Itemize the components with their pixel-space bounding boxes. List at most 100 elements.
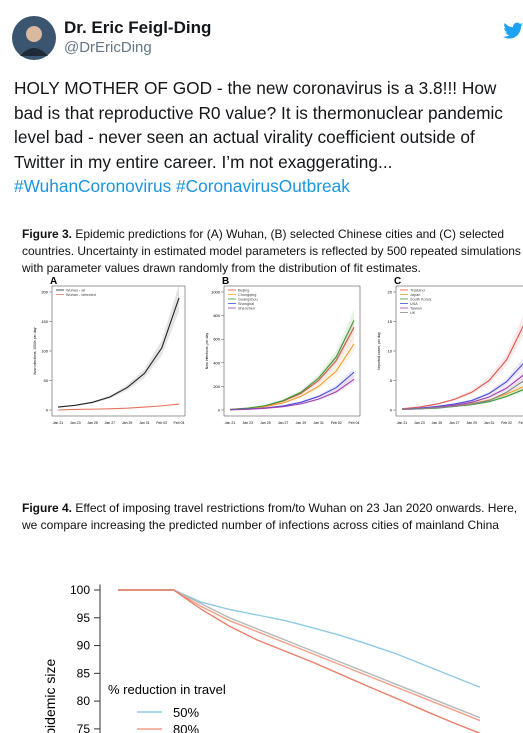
avatar[interactable] <box>12 16 56 60</box>
x-tick-label: Jan 21 <box>397 421 408 425</box>
x-tick-label: Jan 27 <box>278 421 289 425</box>
tweet-body: HOLY MOTHER OF GOD - the new coronavirus… <box>14 78 503 172</box>
y-tick-label: 50 <box>44 378 49 383</box>
plot-frame <box>51 285 186 417</box>
author-name[interactable]: Dr. Eric Feigl-Ding <box>64 18 212 37</box>
legend-title: % reduction in travel <box>108 682 226 697</box>
series-line <box>57 403 180 411</box>
x-tick-label: Jan 25 <box>432 421 443 425</box>
y-tick-label: 20 <box>388 290 393 295</box>
legend-label: Shanghai <box>238 302 254 306</box>
caption-text: Epidemic predictions for (A) Wuhan, (B) … <box>22 227 521 275</box>
x-tick-label: Jan 21 <box>53 421 64 425</box>
x-tick-label: Jan 23 <box>414 421 425 425</box>
x-tick-label: Jan 23 <box>70 421 81 425</box>
plot-frame <box>223 285 361 417</box>
legend-label: Thailand <box>410 289 425 293</box>
series-band <box>230 309 354 410</box>
figure-label: Figure 3. <box>22 227 73 241</box>
series-line <box>229 320 355 410</box>
series-line <box>401 363 523 410</box>
series-band <box>230 317 354 410</box>
y-tick-label: 200 <box>213 384 220 389</box>
series-line <box>401 380 523 410</box>
series-line <box>229 378 355 411</box>
y-tick-label: 80 <box>77 694 91 708</box>
y-tick-label: 100 <box>41 349 48 354</box>
y-tick-label: 150 <box>41 319 48 324</box>
y-tick-label: 85 <box>77 666 91 680</box>
x-tick-label: Jan 21 <box>225 421 236 425</box>
x-tick-label: Jan 27 <box>449 421 460 425</box>
figure-label: Figure 4. <box>22 501 73 515</box>
panel-letter: C <box>394 276 401 287</box>
legend-label: Taiwan <box>410 307 422 311</box>
legend-label: Beijing <box>238 289 249 293</box>
series-band <box>402 371 523 410</box>
y-tick-label: 800 <box>213 313 220 318</box>
y-tick-label: 600 <box>213 337 220 342</box>
y-axis-label: epidemic size <box>42 658 58 733</box>
y-axis-label: Imported cases, per day <box>377 332 381 370</box>
x-tick-label: Feb 02 <box>156 421 167 425</box>
x-tick-label: Jan 31 <box>139 421 150 425</box>
x-tick-label: Feb 04 <box>349 421 360 425</box>
y-tick-label: 0 <box>46 408 49 413</box>
y-tick-label: 5 <box>390 378 393 383</box>
legend-label: Wuhan - all <box>66 289 85 293</box>
x-tick-label: Jan 27 <box>105 421 116 425</box>
legend-label: 80% <box>173 722 199 733</box>
y-tick-label: 0 <box>218 408 221 413</box>
y-tick-label: 10 <box>388 349 393 354</box>
series-line <box>57 297 180 408</box>
series-line <box>118 589 481 733</box>
x-tick-label: Feb 04 <box>174 421 185 425</box>
series-line <box>118 589 481 719</box>
y-tick-label: 95 <box>77 611 91 625</box>
figure-caption: Figure 3. Epidemic predictions for (A) W… <box>22 226 522 277</box>
panel-letter: A <box>50 276 57 287</box>
y-tick-label: 15 <box>388 319 393 324</box>
y-tick-label: 90 <box>77 639 91 653</box>
legend-label: Guangzhou <box>238 298 258 302</box>
figure-caption: Figure 4. Effect of imposing travel rest… <box>22 500 522 534</box>
tweet-text: HOLY MOTHER OF GOD - the new coronavirus… <box>14 76 523 199</box>
x-tick-label: Jan 29 <box>466 421 477 425</box>
author-handle[interactable]: @DrEricDing <box>64 39 152 56</box>
legend-label: Japan <box>410 293 420 297</box>
y-tick-label: 100 <box>70 583 90 597</box>
legend-label: UK <box>410 311 416 315</box>
series-line <box>118 589 481 722</box>
legend-label: USA <box>410 302 418 306</box>
legend-label: Shenzhen <box>238 307 255 311</box>
y-tick-label: 0 <box>390 408 393 413</box>
y-axis-label: New infections, 1000s per day <box>33 327 37 374</box>
hashtag[interactable]: #WuhanCoronovirus <box>14 176 172 196</box>
x-tick-label: Jan 31 <box>313 421 324 425</box>
twitter-logo[interactable] <box>503 22 523 40</box>
x-tick-label: Jan 25 <box>260 421 271 425</box>
x-tick-label: Jan 25 <box>87 421 98 425</box>
x-tick-label: Jan 29 <box>296 421 307 425</box>
legend-label: Wuhan - detected <box>66 293 96 297</box>
x-tick-label: Feb 02 <box>501 421 512 425</box>
x-tick-label: Jan 23 <box>242 421 253 425</box>
series-line <box>401 325 523 410</box>
y-tick-label: 200 <box>41 290 48 295</box>
series-line <box>118 589 481 688</box>
legend-label: South Korea <box>410 298 432 302</box>
y-tick-label: 400 <box>213 360 220 365</box>
series-band <box>230 335 354 410</box>
x-tick-label: Jan 29 <box>122 421 133 425</box>
legend-label: Chongqing <box>238 293 256 297</box>
series-band <box>58 284 179 408</box>
y-tick-label: 75 <box>77 722 91 733</box>
x-tick-label: Feb 02 <box>331 421 342 425</box>
y-tick-label: 1000 <box>211 290 221 295</box>
x-tick-label: Feb 04 <box>519 421 523 425</box>
hashtag[interactable]: #CoronavirusOutbreak <box>176 176 350 196</box>
caption-text: Effect of imposing travel restrictions f… <box>22 501 518 532</box>
y-axis-label: New infections, per day <box>205 333 209 370</box>
